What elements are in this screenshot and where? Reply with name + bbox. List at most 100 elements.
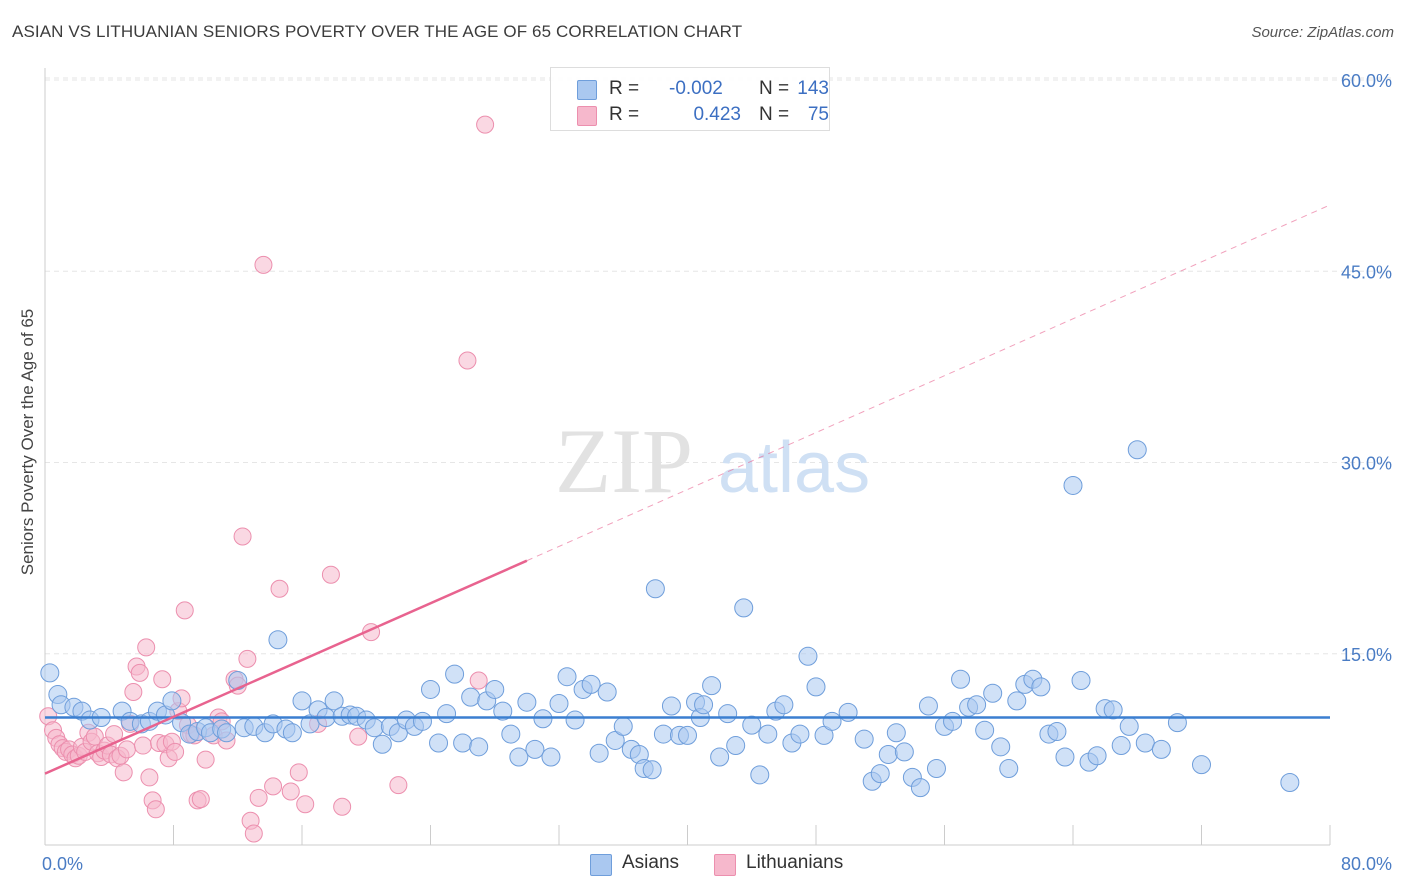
asian-point [854, 729, 874, 749]
asian-point [661, 696, 681, 716]
asian-point [1151, 739, 1171, 759]
asian-point [429, 733, 449, 753]
lithuanian-point [133, 736, 152, 755]
asian-point [1031, 677, 1051, 697]
asian-point [1111, 736, 1131, 756]
asian-point [268, 630, 288, 650]
lithuanian-point [196, 750, 215, 769]
axes [44, 68, 1331, 846]
asian-point [790, 724, 810, 744]
asian-point [645, 579, 665, 599]
bottom-swatch-asians [590, 854, 612, 876]
asian-point [870, 764, 890, 784]
asian-point [557, 667, 577, 687]
lithuanian-point [153, 670, 172, 689]
asian-point [1119, 716, 1139, 736]
lithuanian-point [349, 727, 368, 746]
y-tick-label: 60.0% [1341, 71, 1392, 91]
bottom-label-lithuanians: Lithuanians [746, 852, 844, 873]
asian-point [517, 692, 537, 712]
legend-n-label: N = [759, 104, 790, 125]
asian-point [886, 723, 906, 743]
y-tick-label: 45.0% [1341, 262, 1392, 282]
asian-point [1063, 475, 1083, 495]
x-tick-label: 0.0% [42, 854, 83, 874]
asian-point [726, 736, 746, 756]
asian-point [565, 710, 585, 730]
asian-point [991, 737, 1011, 757]
asian-point [541, 747, 561, 767]
legend-swatch-lithuanians [577, 106, 597, 126]
chart-title: ASIAN VS LITHUANIAN SENIORS POVERTY OVER… [12, 22, 743, 41]
x-tick-label: 80.0% [1341, 854, 1392, 874]
asian-point [910, 778, 930, 798]
asian-point [806, 677, 826, 697]
asian-point [1280, 773, 1300, 793]
asian-point [702, 676, 722, 696]
asian-point [975, 720, 995, 740]
legend-r-label: R = [609, 78, 640, 99]
legend-r-label: R = [609, 104, 640, 125]
asian-point [1135, 733, 1155, 753]
asian-point [421, 679, 440, 699]
asian-point [372, 734, 392, 754]
asian-point [453, 733, 473, 753]
lithuanian-point [175, 601, 194, 620]
lithuanian-point [270, 579, 289, 598]
lithuanian-point [238, 649, 257, 668]
asian-point [324, 691, 344, 711]
asian-point [217, 723, 237, 743]
lithuanian-point [166, 742, 185, 761]
lithuanian-point [249, 788, 268, 807]
legend-n-label: N = [759, 78, 790, 99]
lithuanian-point [321, 565, 340, 584]
legend-swatch-asians [577, 80, 597, 100]
lithuanian-point [389, 776, 408, 795]
bottom-swatch-lithuanians [714, 854, 736, 876]
asian-point [943, 711, 963, 731]
lithuanian-point [289, 763, 308, 782]
lithuanian-point [469, 671, 488, 690]
asian-point [613, 716, 633, 736]
asian-point [718, 704, 738, 724]
asian-point [1087, 746, 1107, 766]
asian-point [1047, 722, 1067, 742]
asian-point [461, 687, 481, 707]
lithuanian-point [146, 800, 165, 819]
asian-point [549, 693, 569, 713]
legend-n-value: 75 [807, 104, 829, 125]
asian-point [678, 725, 697, 745]
asian-point [999, 759, 1019, 778]
legend: R = -0.002 N = 143 R = 0.423 N = 75 [550, 67, 830, 131]
lithuanian-point [233, 527, 252, 546]
asian-point [437, 704, 457, 724]
watermark-atlas: atlas [718, 428, 870, 508]
asian-point [589, 743, 609, 763]
asian-point [926, 759, 946, 778]
y-tick-label: 15.0% [1341, 645, 1392, 665]
watermark-zip: ZIP [555, 410, 693, 512]
lithuanian-trend-line [44, 559, 528, 775]
lithuanian-point [117, 740, 136, 759]
lithuanian-point [458, 351, 477, 370]
asian-point [734, 598, 754, 618]
asian-point [742, 715, 762, 735]
asian-point [1007, 691, 1027, 711]
asian-point [525, 739, 545, 759]
asian-point [469, 737, 489, 757]
tick-labels: 15.0% 30.0% 45.0% 60.0% 0.0% 80.0% [42, 71, 1392, 874]
gridlines [45, 77, 1392, 655]
asian-point [282, 723, 302, 743]
asian-point [653, 724, 673, 744]
asian-point [758, 724, 778, 744]
lithuanian-point [191, 790, 210, 809]
asian-point [364, 718, 384, 738]
asian-point [1071, 671, 1091, 691]
asian-point [774, 695, 794, 715]
lithuanian-point [254, 255, 273, 274]
asian-point [412, 711, 432, 731]
asian-point [750, 765, 770, 785]
asian-point [951, 669, 971, 689]
asian-point [493, 701, 513, 721]
